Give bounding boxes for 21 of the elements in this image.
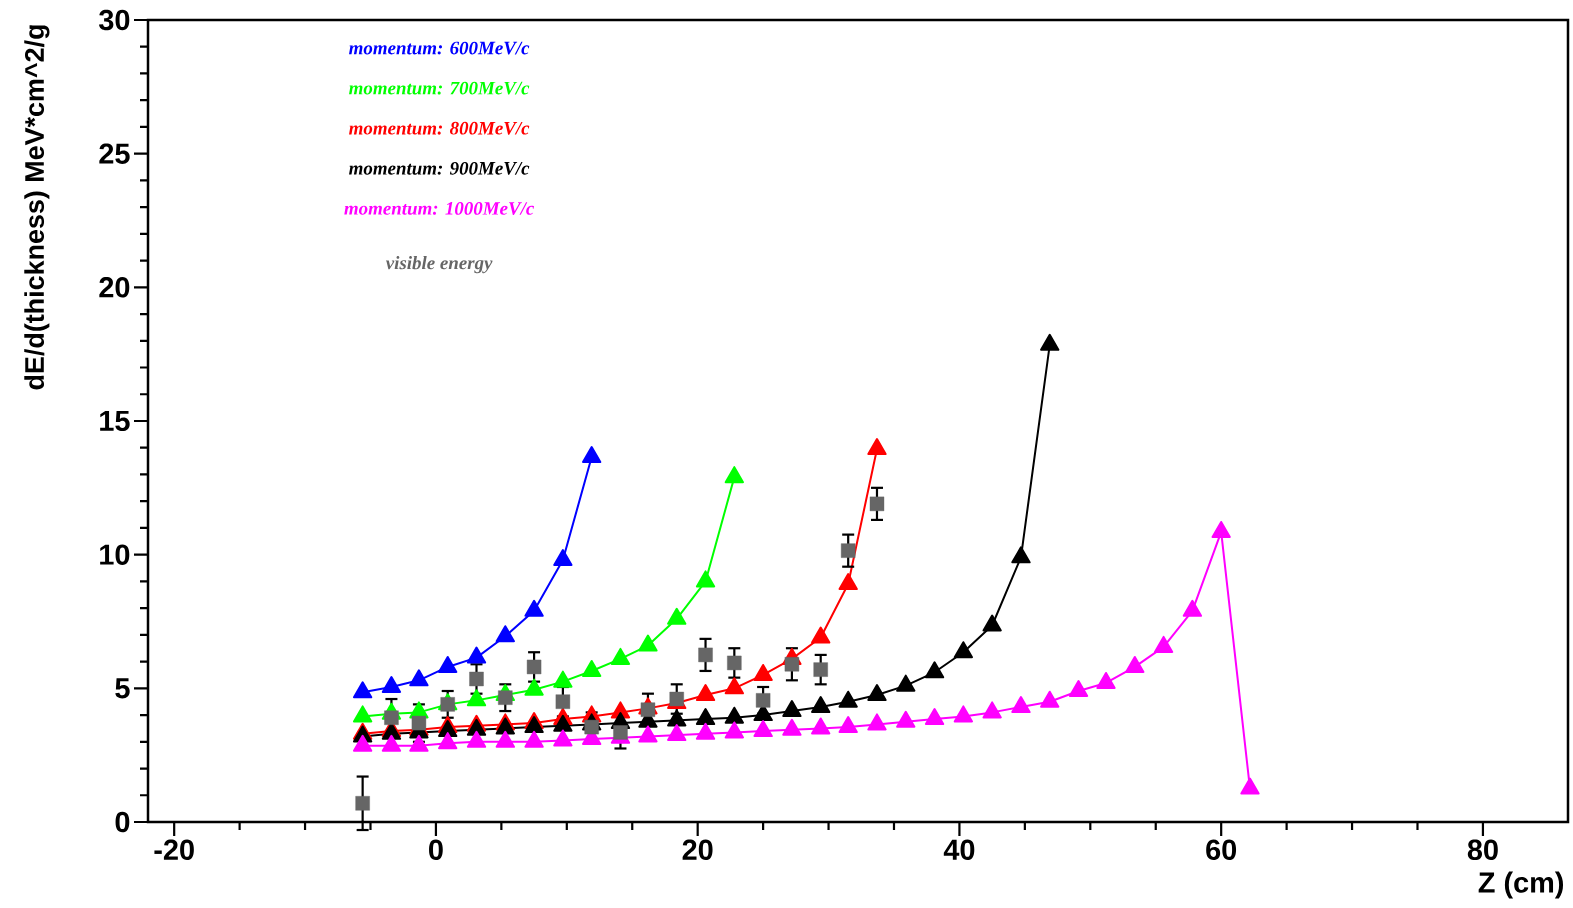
y-tick-label: 15 bbox=[100, 410, 130, 432]
x-tick-label: -20 bbox=[154, 839, 194, 860]
y-tick-label: 10 bbox=[100, 544, 130, 565]
y-tick-label: 0 bbox=[115, 811, 130, 833]
x-tick-label: 0 bbox=[429, 839, 443, 860]
y-tick-label: 5 bbox=[115, 678, 130, 699]
y-tick-label: 30 bbox=[99, 9, 130, 31]
y-tick-label: 25 bbox=[99, 143, 130, 164]
x-tick-label: 40 bbox=[943, 839, 975, 860]
text: visible energy bbox=[385, 255, 493, 274]
text: momentum: 600MeV/c bbox=[349, 41, 530, 55]
x-tick-label: 20 bbox=[682, 839, 713, 860]
text: momentum: 1000MeV/c bbox=[344, 202, 534, 215]
x-tick-label: 80 bbox=[1467, 839, 1498, 860]
text: momentum: 900MeV/c bbox=[349, 161, 530, 175]
text: momentum: 700MeV/c bbox=[349, 81, 530, 95]
y-tick-label: 20 bbox=[99, 277, 130, 298]
x-tick-label: 60 bbox=[1206, 839, 1237, 860]
x-axis-title: Z (cm) bbox=[1478, 871, 1564, 899]
y-axis-title: dE/d(thickness) MeV*cm^2/g bbox=[24, 25, 50, 390]
text: momentum: 800MeV/c bbox=[349, 121, 530, 135]
